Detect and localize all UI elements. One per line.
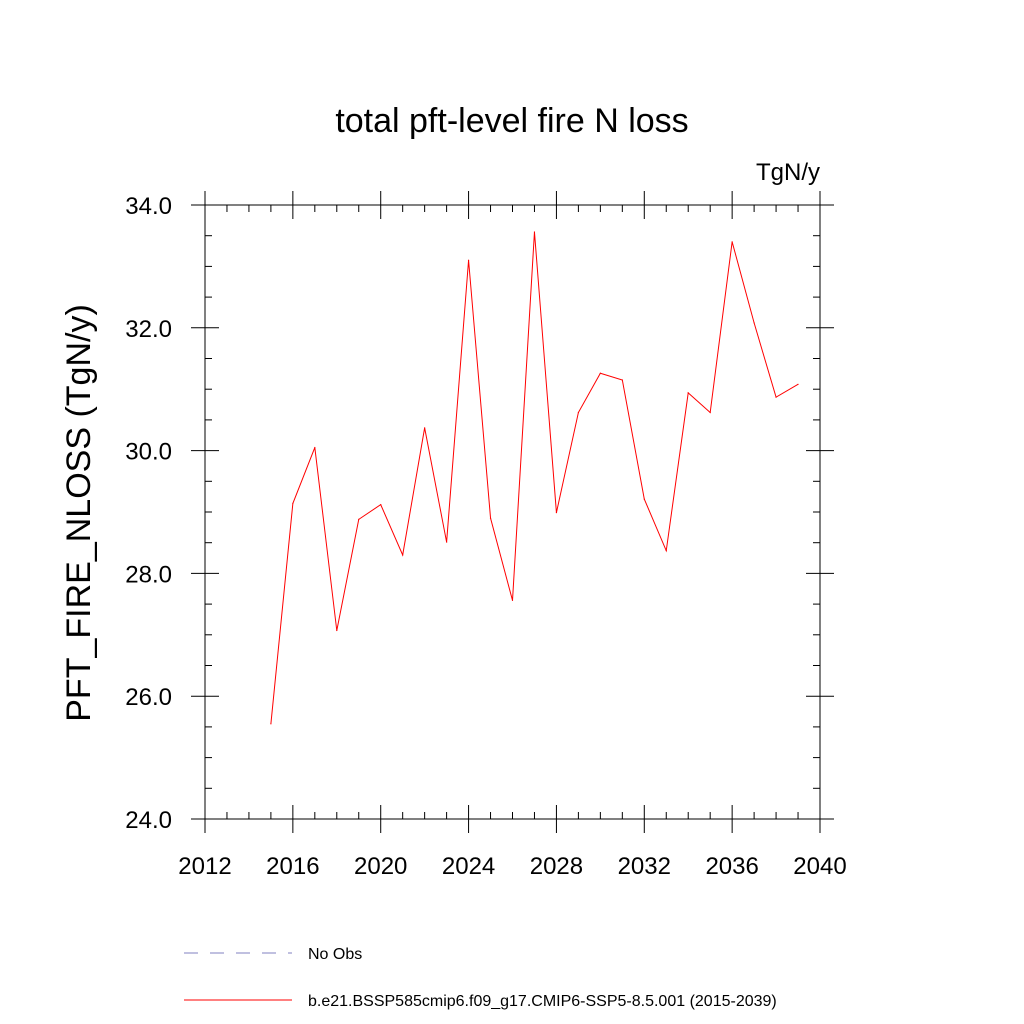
data-point xyxy=(753,322,755,324)
data-point xyxy=(270,723,272,725)
units-label: TgN/y xyxy=(756,159,820,186)
data-point xyxy=(621,379,623,381)
legend: No Obs b.e21.BSSP585cmip6.f09_g17.CMIP6-S… xyxy=(184,946,777,1010)
x-tick-label: 2036 xyxy=(705,853,758,880)
data-point xyxy=(599,372,601,374)
data-point xyxy=(687,392,689,394)
data-point xyxy=(643,498,645,500)
data-point xyxy=(402,554,404,556)
y-tick-label: 24.0 xyxy=(125,807,172,834)
data-point xyxy=(665,550,667,552)
data-point xyxy=(511,599,514,602)
series-line xyxy=(270,231,799,724)
data-point xyxy=(731,241,733,243)
y-tick-label: 28.0 xyxy=(125,561,172,588)
data-point xyxy=(577,411,579,414)
y-tick-label: 30.0 xyxy=(125,439,172,466)
x-tick-label: 2012 xyxy=(178,853,231,880)
legend-label: b.e21.BSSP585cmip6.f09_g17.CMIP6-SSP5-8.… xyxy=(308,993,777,1010)
data-point xyxy=(314,446,316,449)
x-tick-label: 2016 xyxy=(266,853,319,880)
y-tick-label: 32.0 xyxy=(125,316,172,343)
data-point xyxy=(797,383,799,385)
data-point xyxy=(336,629,338,632)
data-point xyxy=(489,517,492,519)
y-tick-label: 26.0 xyxy=(125,684,172,711)
x-tick-label: 2028 xyxy=(530,853,583,880)
x-tick-label: 2040 xyxy=(793,853,846,880)
data-point xyxy=(709,411,711,414)
y-tick-label: 34.0 xyxy=(125,193,172,220)
data-point xyxy=(380,504,382,506)
plot-frame xyxy=(204,204,821,820)
legend-label: No Obs xyxy=(308,946,362,963)
data-point xyxy=(424,427,426,429)
x-tick-labels: 2012 2016 2020 2024 2028 2032 2036 2040 xyxy=(178,853,846,880)
y-tick-labels: 24.0 26.0 28.0 30.0 32.0 34.0 xyxy=(125,193,172,834)
data-point xyxy=(292,502,294,505)
major-ticks xyxy=(191,191,834,833)
x-tick-label: 2024 xyxy=(442,853,495,880)
chart-title: total pft-level fire N loss xyxy=(335,102,688,140)
data-point xyxy=(358,518,360,520)
series-layer xyxy=(270,231,799,725)
x-tick-label: 2020 xyxy=(354,853,407,880)
data-point xyxy=(467,259,470,261)
data-point xyxy=(555,512,558,514)
data-point xyxy=(775,396,777,398)
minor-ticks xyxy=(205,205,820,819)
x-tick-label: 2032 xyxy=(618,853,671,880)
y-axis-label: PFT_FIRE_NLOSS (TgN/y) xyxy=(60,304,98,722)
data-point xyxy=(533,231,536,233)
data-point xyxy=(446,541,448,543)
